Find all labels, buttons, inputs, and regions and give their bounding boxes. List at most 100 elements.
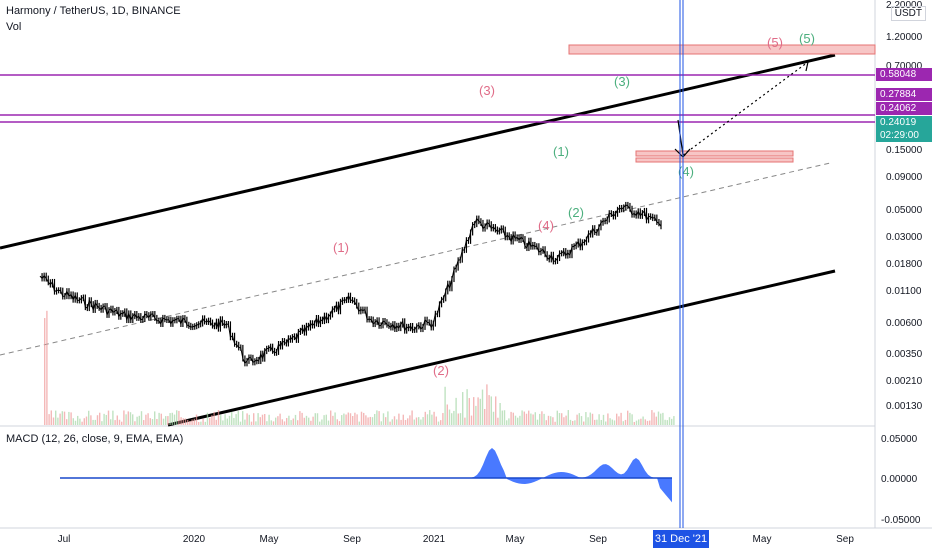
- volume-bar: [497, 417, 499, 425]
- volume-bar: [609, 418, 611, 425]
- volume-bar: [646, 420, 649, 425]
- volume-bar: [517, 417, 519, 425]
- volume-bar: [657, 411, 660, 425]
- currency-badge[interactable]: USDT: [890, 6, 926, 21]
- volume-bar: [415, 417, 418, 425]
- volume-bar: [301, 412, 303, 425]
- price-tag-low: 0.24062: [876, 102, 932, 115]
- volume-bar: [382, 413, 385, 425]
- macd-label: MACD (12, 26, close, 9, EMA, EMA): [6, 433, 184, 445]
- volume-bar: [123, 410, 125, 425]
- volume-bar: [576, 414, 578, 425]
- channel-midline: [0, 162, 831, 356]
- volume-bar: [129, 412, 132, 425]
- volume-bar: [323, 415, 325, 425]
- volume-bar: [616, 413, 618, 425]
- volume-bar: [44, 318, 46, 425]
- volume-bar: [602, 414, 605, 425]
- volume-bar: [154, 411, 156, 425]
- price-tick-label: 0.00210: [886, 376, 923, 387]
- volume-bar: [426, 414, 429, 425]
- volume-bar: [343, 413, 345, 425]
- volume-bar: [442, 413, 444, 425]
- volume-bar: [514, 415, 517, 425]
- volume-bar: [490, 396, 492, 425]
- volume-bar: [477, 397, 479, 425]
- volume-bar: [455, 397, 457, 425]
- volume-bar: [272, 421, 275, 425]
- volume-bar: [50, 410, 52, 425]
- volume-bar: [213, 411, 215, 425]
- volume-bar: [479, 398, 481, 425]
- volume-bar: [583, 421, 585, 425]
- volume-bar: [464, 417, 466, 425]
- volume-bar: [332, 415, 334, 425]
- volume-bar: [79, 418, 81, 425]
- volume-bar: [250, 421, 253, 425]
- volume-bar: [88, 410, 90, 425]
- volume-bar: [545, 420, 547, 425]
- volume-bar: [288, 415, 290, 425]
- volume-bar: [363, 412, 365, 425]
- volume-bar: [169, 413, 171, 425]
- volume-bar: [387, 411, 389, 425]
- volume-bar: [264, 414, 266, 425]
- volume-bar: [224, 414, 226, 425]
- volume-bar: [413, 419, 415, 425]
- volume-bar: [411, 410, 413, 425]
- volume-bar: [239, 421, 242, 425]
- wave-label-green: (2): [568, 205, 584, 220]
- volume-bar: [369, 416, 371, 425]
- time-tick-label: 2021: [423, 534, 446, 545]
- volume-bar: [283, 421, 286, 425]
- volume-bar: [519, 415, 521, 425]
- arrowhead-up: [798, 61, 809, 72]
- volume-bar: [589, 412, 591, 425]
- volume-bar: [202, 418, 204, 425]
- volume-bar: [433, 411, 435, 425]
- volume-bar: [101, 421, 103, 425]
- volume-bar: [316, 413, 319, 425]
- volume-bar: [107, 410, 110, 425]
- time-tick-label: 2020: [183, 534, 206, 545]
- volume-bar: [567, 410, 569, 425]
- volume-bar: [556, 410, 558, 425]
- price-tick-label: 0.05000: [886, 205, 923, 216]
- volume-bar: [261, 414, 264, 425]
- volume-bar: [191, 419, 193, 425]
- volume-bar: [158, 412, 160, 425]
- volume-bar: [187, 419, 189, 425]
- volume-bar: [275, 417, 277, 425]
- wave-label-green: (3): [614, 74, 630, 89]
- volume-bar: [558, 413, 561, 425]
- volume-bar: [635, 420, 638, 425]
- volume-bar: [499, 403, 501, 425]
- volume-bar: [136, 416, 138, 425]
- volume-bar: [209, 417, 211, 425]
- volume-bar: [52, 417, 55, 425]
- macd-tick-label: 0.05000: [881, 434, 918, 445]
- volume-bar: [70, 412, 72, 425]
- volume-bar: [512, 412, 514, 425]
- volume-bar: [649, 420, 651, 425]
- volume-bar: [389, 421, 391, 425]
- volume-bar: [651, 410, 653, 425]
- volume-bar: [371, 417, 374, 425]
- volume-bar: [325, 414, 327, 425]
- volume-bar: [578, 413, 580, 425]
- volume-bar: [63, 411, 66, 425]
- volume-bar: [563, 417, 565, 425]
- volume-bar: [424, 411, 426, 425]
- volume-bar: [68, 411, 70, 425]
- volume-bar: [145, 414, 147, 425]
- volume-bar: [437, 421, 440, 425]
- volume-bar: [380, 421, 382, 425]
- wave-label-green: (4): [678, 164, 694, 179]
- volume-bar: [233, 418, 235, 425]
- volume-bar: [178, 410, 180, 425]
- time-tick-label: May: [753, 534, 772, 545]
- volume-bar: [112, 410, 114, 425]
- volume-bar: [376, 410, 378, 425]
- wave-label-red: (3): [479, 83, 495, 98]
